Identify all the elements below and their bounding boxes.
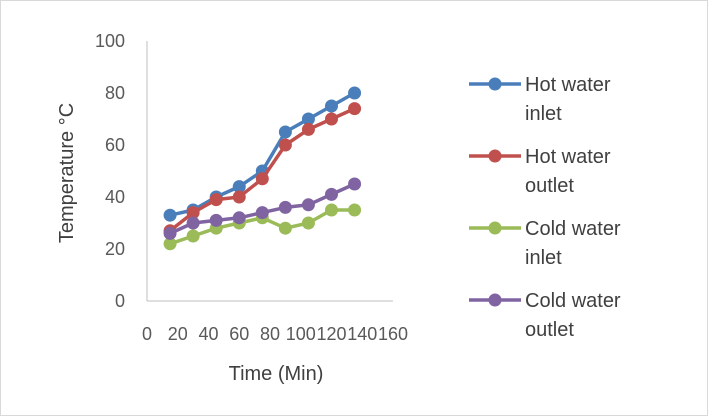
data-point [163, 237, 177, 251]
x-axis-title: Time (Min) [229, 363, 324, 385]
x-tick-label: 100 [286, 324, 316, 344]
legend-swatch-marker [488, 293, 502, 307]
y-tick-label: 0 [115, 291, 125, 311]
data-point [255, 172, 269, 186]
axes [146, 41, 393, 302]
legend-item: Hot water inlet [469, 74, 611, 125]
legend: Hot water inlet Hot water outlet Cold water i… [469, 74, 621, 341]
y-tick-label: 60 [105, 135, 125, 155]
data-point [301, 112, 315, 126]
y-axis-title: Temperature °C [56, 103, 78, 243]
data-point [325, 112, 338, 126]
data-point [278, 221, 292, 235]
data-point [325, 187, 338, 201]
x-tick-label: 0 [142, 324, 152, 344]
data-point [301, 216, 315, 230]
data-point [232, 190, 246, 204]
x-tick-labels: 0 20 40 60 80 100 120 140 160 [142, 324, 408, 344]
data-point [325, 99, 338, 113]
data-point [301, 122, 315, 136]
y-tick-label: 20 [105, 239, 125, 259]
data-point [163, 226, 177, 240]
legend-swatch-marker [488, 149, 502, 163]
data-point [209, 213, 223, 227]
data-point [209, 193, 223, 207]
data-point [348, 177, 362, 191]
series-layer [163, 86, 362, 251]
data-point [163, 208, 177, 222]
data-point [325, 203, 338, 217]
x-tick-label: 20 [168, 324, 188, 344]
data-point [278, 125, 292, 139]
data-point [348, 102, 362, 116]
data-point [278, 200, 292, 214]
legend-label: Hot water inlet [525, 74, 611, 125]
y-tick-labels: 0 20 40 60 80 100 [95, 31, 125, 311]
legend-swatch-marker [488, 77, 502, 91]
legend-item: Hot water outlet [469, 146, 611, 197]
y-tick-label: 80 [105, 83, 125, 103]
data-point [348, 86, 362, 100]
x-tick-label: 160 [378, 324, 408, 344]
x-tick-label: 120 [316, 324, 346, 344]
x-tick-label: 60 [229, 324, 249, 344]
data-point [255, 206, 269, 220]
data-point [232, 180, 246, 194]
data-point [186, 229, 200, 243]
series-1 [163, 86, 362, 222]
x-tick-label: 140 [347, 324, 377, 344]
legend-label: Hot water outlet [525, 146, 611, 197]
data-point [301, 198, 315, 212]
legend-swatch-marker [488, 221, 502, 235]
data-point [348, 203, 362, 217]
series-4 [163, 177, 362, 240]
data-point [186, 206, 200, 220]
x-tick-label: 80 [260, 324, 280, 344]
y-tick-label: 100 [95, 31, 125, 51]
legend-label: Cold water outlet [525, 290, 621, 341]
legend-label: Cold water inlet [525, 218, 621, 269]
data-point [186, 216, 200, 230]
y-tick-label: 40 [105, 187, 125, 207]
legend-item: Cold water outlet [469, 290, 621, 341]
legend-item: Cold water inlet [469, 218, 621, 269]
data-point [232, 211, 246, 225]
x-tick-label: 40 [198, 324, 218, 344]
data-point [278, 138, 292, 152]
